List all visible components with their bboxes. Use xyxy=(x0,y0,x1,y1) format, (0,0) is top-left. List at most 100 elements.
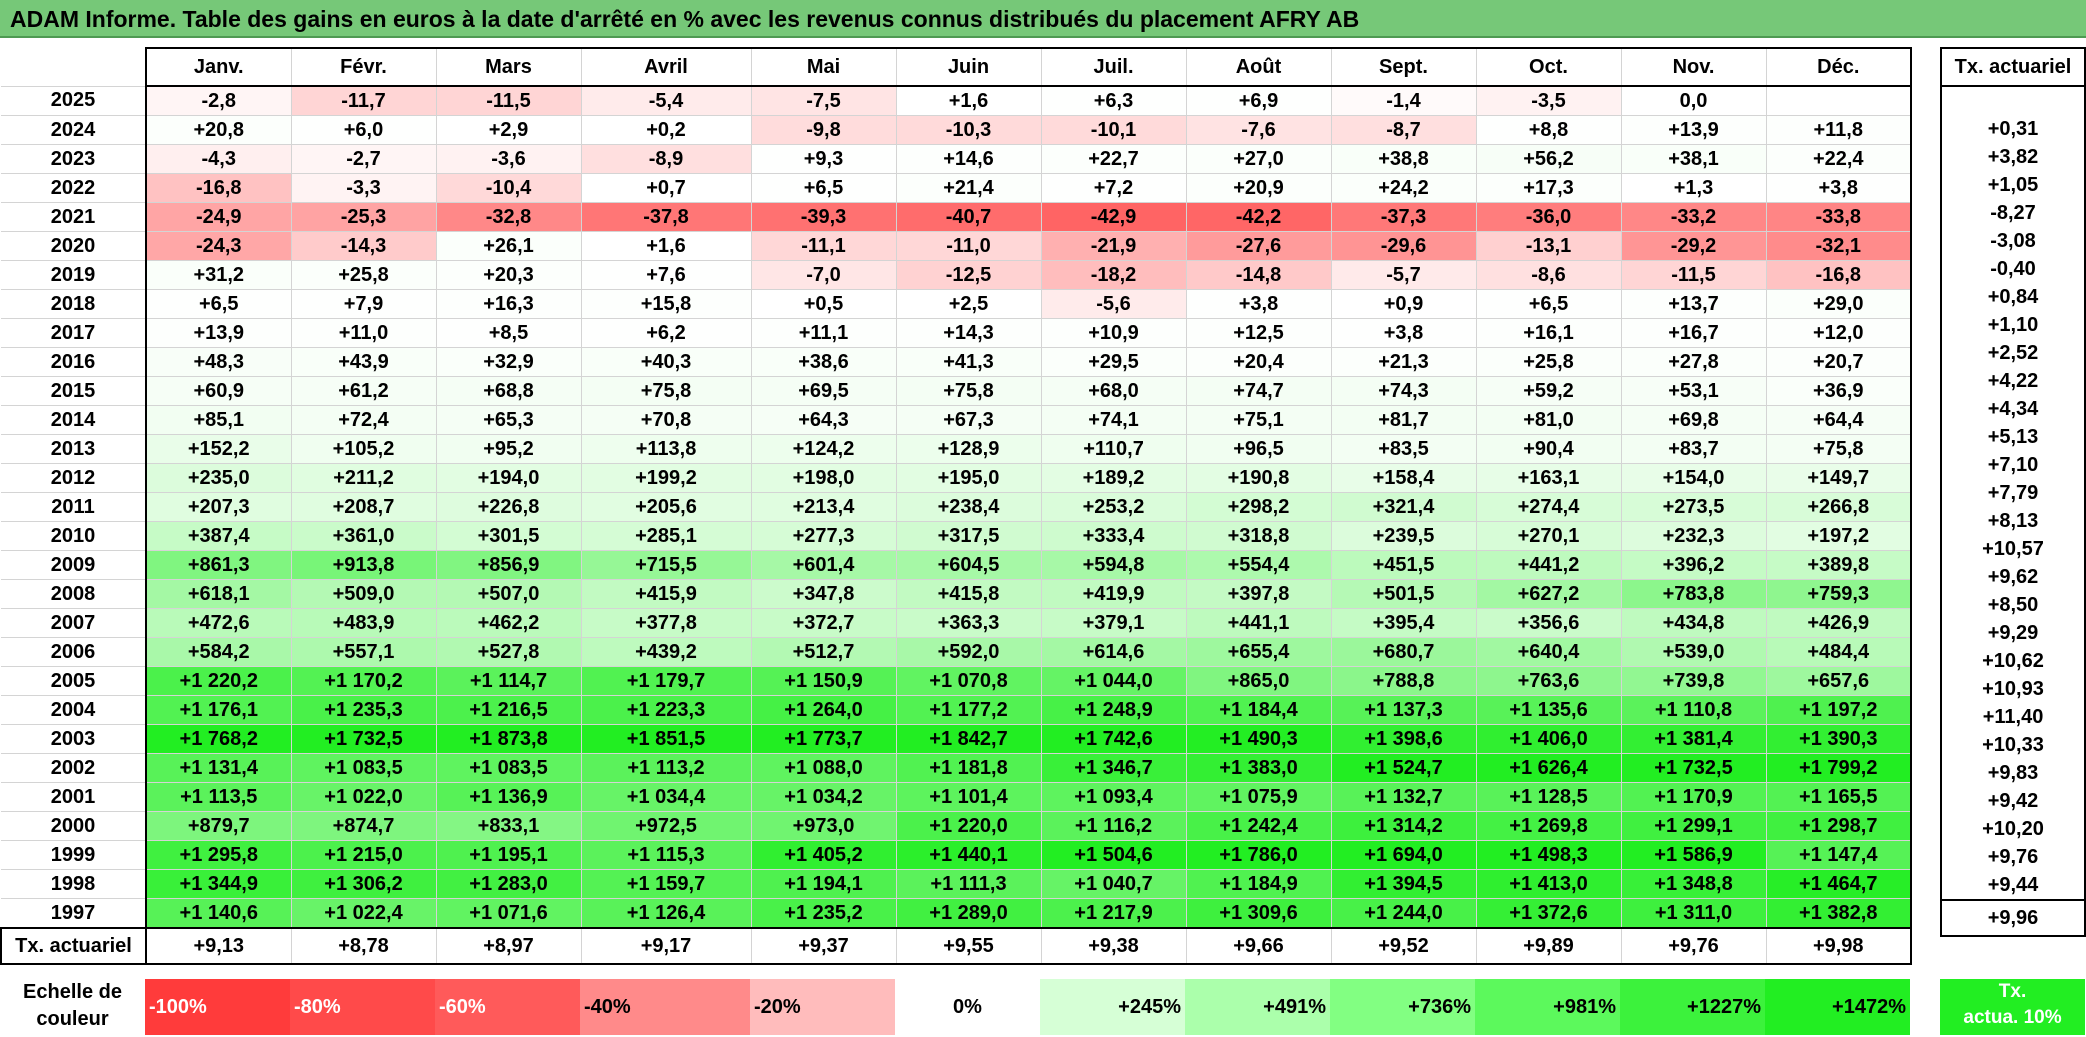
month-header: Mai xyxy=(750,47,897,87)
gain-cell: +1 269,8 xyxy=(1475,811,1622,841)
rate-cell: +4,34 xyxy=(1940,395,2086,423)
gain-cell: +211,2 xyxy=(290,463,437,493)
gain-cell: +318,8 xyxy=(1185,521,1332,551)
gain-cell: -10,3 xyxy=(895,115,1042,145)
month-header: Nov. xyxy=(1620,47,1767,87)
legend-swatch: -60% xyxy=(435,979,580,1035)
gain-cell: +1 126,4 xyxy=(580,898,752,929)
gain-cell: +879,7 xyxy=(145,811,292,841)
gain-cell: +1 498,3 xyxy=(1475,840,1622,870)
rate-cell: +8,13 xyxy=(1940,507,2086,535)
gain-cell: +657,6 xyxy=(1765,666,1912,696)
gain-cell: +41,3 xyxy=(895,347,1042,377)
rate-cell: +3,82 xyxy=(1940,143,2086,171)
gain-cell: +861,3 xyxy=(145,550,292,580)
gain-cell: +1 311,0 xyxy=(1620,898,1767,929)
gain-cell: +557,1 xyxy=(290,637,437,667)
gain-cell: -21,9 xyxy=(1040,231,1187,261)
table-row: 2004 +1 176,1 +1 235,3 +1 216,5 +1 223,3 +1 2… xyxy=(1,695,1912,725)
year-label: 2011 xyxy=(1,492,147,522)
gain-cell: +426,9 xyxy=(1765,608,1912,638)
gain-cell: +1,6 xyxy=(580,231,752,261)
gain-cell: +81,7 xyxy=(1330,405,1477,435)
gain-cell: +1 223,3 xyxy=(580,695,752,725)
year-label: 2024 xyxy=(1,115,147,145)
year-label: 2017 xyxy=(1,318,147,348)
gain-cell: +3,8 xyxy=(1185,289,1332,319)
gain-cell: -16,8 xyxy=(1765,260,1912,290)
rate-cell: -0,40 xyxy=(1940,255,2086,283)
gain-cell: +759,3 xyxy=(1765,579,1912,609)
year-label: 2010 xyxy=(1,521,147,551)
gain-cell: +1 159,7 xyxy=(580,869,752,899)
rate-header: Tx. actuariel xyxy=(1940,47,2086,87)
rate-cell: +10,33 xyxy=(1940,731,2086,759)
gain-cell: +1 083,5 xyxy=(290,753,437,783)
gain-cell: +16,7 xyxy=(1620,318,1767,348)
gain-cell: -29,2 xyxy=(1620,231,1767,261)
table-row: 2013 +152,2 +105,2 +95,2 +113,8 +124,2 +128,9 +… xyxy=(1,434,1912,464)
gain-cell: +38,1 xyxy=(1620,144,1767,174)
gain-cell: +1 034,2 xyxy=(750,782,897,812)
gain-cell: -37,3 xyxy=(1330,202,1477,232)
gain-cell: +68,8 xyxy=(435,376,582,406)
rate-row: +10,57 xyxy=(1940,535,2086,563)
gain-cell: -7,5 xyxy=(750,85,897,116)
gain-cell: +69,5 xyxy=(750,376,897,406)
gain-cell: +21,4 xyxy=(895,173,1042,203)
month-header: Mars xyxy=(435,47,582,87)
gain-cell: +95,2 xyxy=(435,434,582,464)
gain-cell: +1 147,4 xyxy=(1765,840,1912,870)
gain-cell: -42,2 xyxy=(1185,202,1332,232)
rate-row: +10,93 xyxy=(1940,675,2086,703)
gain-cell: +1 390,3 xyxy=(1765,724,1912,754)
gain-cell: +301,5 xyxy=(435,521,582,551)
gain-cell: +1 194,1 xyxy=(750,869,897,899)
gain-cell: +195,0 xyxy=(895,463,1042,493)
gain-cell: +6,3 xyxy=(1040,85,1187,116)
table-row: 2015 +60,9 +61,2 +68,8 +75,8 +69,5 +75,8 +68,0 +… xyxy=(1,376,1912,406)
gain-cell: +856,9 xyxy=(435,550,582,580)
gain-cell: +1 111,3 xyxy=(895,869,1042,899)
footer-rate-cell: +8,97 xyxy=(435,927,582,965)
gain-cell: +397,8 xyxy=(1185,579,1332,609)
gain-cell: +96,5 xyxy=(1185,434,1332,464)
gain-cell: +110,7 xyxy=(1040,434,1187,464)
gain-cell: +74,3 xyxy=(1330,376,1477,406)
gain-cell: +213,4 xyxy=(750,492,897,522)
gain-cell: +1 382,8 xyxy=(1765,898,1912,929)
footer-row: Tx. actuariel +9,13 +8,78 +8,97 +9,17 +9,37 +9… xyxy=(0,927,1912,965)
gain-cell: +1 264,0 xyxy=(750,695,897,725)
gain-cell: +43,9 xyxy=(290,347,437,377)
corner-cell xyxy=(1,48,146,86)
gain-cell: +415,8 xyxy=(895,579,1042,609)
gain-cell: +1 248,9 xyxy=(1040,695,1187,725)
gain-cell: -5,4 xyxy=(580,85,752,116)
gain-cell: +14,3 xyxy=(895,318,1042,348)
rate-rows: +0,31 +3,82 +1,05 -8,27 -3,08 -0,40 +0,84 +1,10… xyxy=(1940,86,2086,900)
rate-row: +11,40 xyxy=(1940,703,2086,731)
year-label: 2008 xyxy=(1,579,147,609)
gain-cell: +7,2 xyxy=(1040,173,1187,203)
gain-cell: +439,2 xyxy=(580,637,752,667)
gain-cell: +865,0 xyxy=(1185,666,1332,696)
gain-cell: -3,3 xyxy=(290,173,437,203)
gain-cell: +396,2 xyxy=(1620,550,1767,580)
year-label: 1999 xyxy=(1,840,147,870)
rate-row: +9,76 xyxy=(1940,843,2086,871)
gain-cell: +21,3 xyxy=(1330,347,1477,377)
gain-cell: +74,7 xyxy=(1185,376,1332,406)
year-rows: 2025 -2,8 -11,7 -11,5 -5,4 -7,5 +1,6 +6,3 +6,9 -1… xyxy=(1,85,1912,929)
gain-cell: +874,7 xyxy=(290,811,437,841)
legend-label-line1: Echelle de xyxy=(23,981,122,1003)
month-header: Août xyxy=(1185,47,1332,87)
gain-cell: -2,8 xyxy=(145,85,292,116)
legend-swatch: -40% xyxy=(580,979,750,1035)
gain-cell: +1 170,2 xyxy=(290,666,437,696)
gain-cell: +26,1 xyxy=(435,231,582,261)
table-row: 2011 +207,3 +208,7 +226,8 +205,6 +213,4 +238,4… xyxy=(1,492,1912,522)
rate-cell: -3,08 xyxy=(1940,227,2086,255)
gain-cell: +11,0 xyxy=(290,318,437,348)
rate-cell: +9,62 xyxy=(1940,563,2086,591)
gain-cell: +1 181,8 xyxy=(895,753,1042,783)
